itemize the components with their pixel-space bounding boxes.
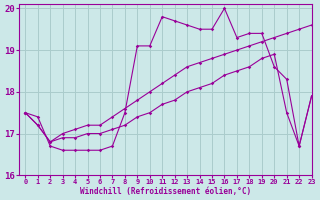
X-axis label: Windchill (Refroidissement éolien,°C): Windchill (Refroidissement éolien,°C) [80, 187, 251, 196]
